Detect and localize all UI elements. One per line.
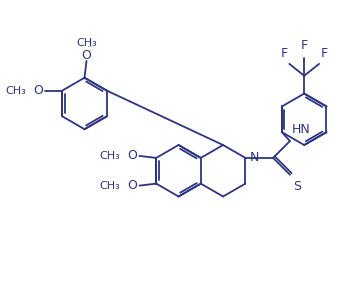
Text: methoxy: methoxy bbox=[88, 46, 94, 47]
Text: HN: HN bbox=[292, 123, 311, 136]
Text: F: F bbox=[280, 47, 287, 60]
Text: O: O bbox=[127, 179, 138, 192]
Text: O: O bbox=[127, 149, 138, 163]
Text: O: O bbox=[81, 49, 92, 62]
Text: F: F bbox=[301, 39, 308, 52]
Text: CH₃: CH₃ bbox=[76, 38, 97, 48]
Text: CH₃: CH₃ bbox=[6, 86, 27, 96]
Text: S: S bbox=[293, 180, 301, 193]
Text: O: O bbox=[34, 84, 43, 97]
Text: N: N bbox=[249, 151, 259, 164]
Text: F: F bbox=[321, 47, 328, 60]
Text: CH₃: CH₃ bbox=[99, 151, 119, 161]
Text: CH₃: CH₃ bbox=[99, 181, 119, 191]
